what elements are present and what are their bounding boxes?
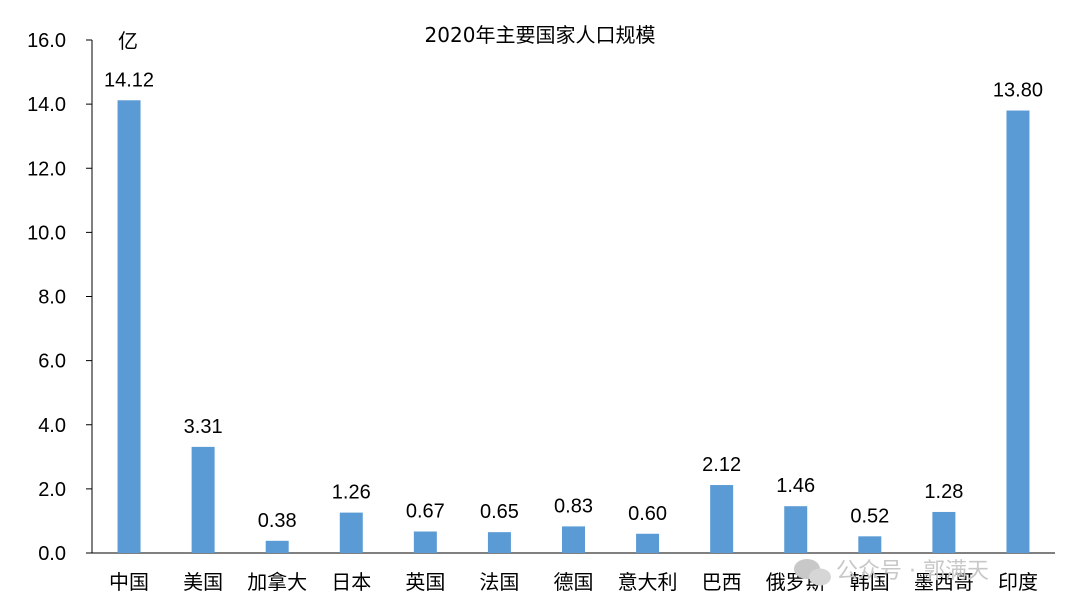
wechat-icon	[794, 559, 831, 586]
y-axis: 0.0 2.0 4.0 6.0 8.0 10.0 12.0 14.0 16.0	[27, 30, 93, 565]
y-tick-label: 14.0	[27, 94, 66, 116]
data-label: 3.31	[184, 416, 223, 438]
bar-series	[117, 100, 1030, 553]
y-tick-label: 2.0	[38, 479, 66, 501]
x-tick-label: 韩国	[850, 570, 890, 594]
x-tick-label: 巴西	[702, 570, 742, 594]
data-label: 0.38	[258, 510, 297, 532]
bar	[265, 540, 289, 553]
data-label: 14.12	[104, 69, 154, 91]
x-tick-label: 德国	[554, 570, 594, 594]
x-tick-label: 美国	[183, 570, 223, 594]
x-tick-label: 中国	[109, 570, 149, 594]
y-unit-label: 亿	[118, 29, 138, 53]
data-label: 1.46	[776, 475, 815, 497]
x-tick-label: 意大利	[618, 570, 678, 594]
data-label: 2.12	[702, 454, 741, 476]
chart-title: 2020年主要国家人口规模	[425, 23, 656, 47]
data-label: 0.52	[850, 505, 889, 527]
y-tick-label: 6.0	[38, 351, 66, 373]
x-tick-label: 法国	[479, 570, 519, 594]
bar	[339, 512, 363, 553]
bar	[191, 446, 215, 553]
y-tick-label: 12.0	[27, 158, 66, 180]
data-label: 1.26	[332, 482, 371, 504]
y-tick-label: 0.0	[38, 543, 66, 565]
x-tick-labels: 中国 美国 加拿大 日本 英国 法国 德国 意大利 巴西 俄罗斯 韩国 墨西哥 印度	[109, 570, 1038, 594]
bar	[636, 533, 660, 553]
bar	[1006, 110, 1030, 553]
bar	[932, 511, 956, 553]
watermark: 公众号 · 郭满天	[794, 559, 989, 586]
watermark-text: 公众号 · 郭满天	[836, 559, 989, 584]
bar	[413, 531, 437, 553]
bar	[858, 536, 882, 553]
bar	[784, 506, 808, 553]
y-tick-label: 16.0	[27, 30, 66, 52]
y-tick-label: 8.0	[38, 287, 66, 309]
data-label: 0.83	[554, 495, 593, 517]
x-tick-label: 墨西哥	[914, 570, 974, 594]
bar	[710, 485, 734, 553]
x-tick-label: 日本	[331, 570, 371, 594]
data-labels: 14.12 3.31 0.38 1.26 0.67 0.65 0.83 0.60 2.12 1.4…	[104, 69, 1043, 532]
data-label: 0.67	[406, 501, 445, 523]
data-label: 1.28	[924, 481, 963, 503]
bar	[487, 532, 511, 553]
data-label: 0.60	[628, 503, 667, 525]
y-tick-label: 10.0	[27, 222, 66, 244]
x-tick-label: 加拿大	[247, 570, 307, 594]
x-tick-label: 印度	[998, 570, 1038, 594]
y-tick-label: 4.0	[38, 415, 66, 437]
bar	[562, 526, 585, 553]
x-tick-label: 英国	[405, 570, 445, 594]
bar	[117, 100, 141, 553]
data-label: 13.80	[993, 80, 1043, 102]
data-label: 0.65	[480, 501, 519, 523]
